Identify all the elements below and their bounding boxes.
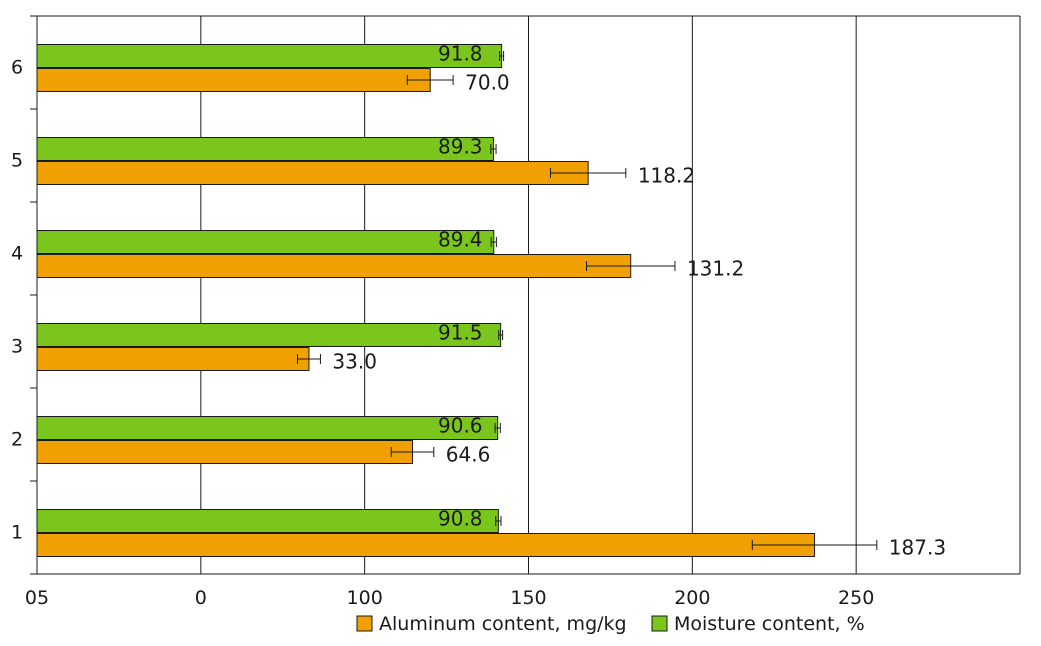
data-label-moisture: 89.3 (438, 135, 483, 159)
bar-aluminum (36, 533, 816, 557)
x-tick-label: 100 (347, 587, 383, 609)
data-label-aluminum: 187.3 (889, 536, 946, 560)
bar-aluminum (36, 68, 431, 92)
data-label-moisture: 90.8 (438, 507, 483, 531)
bar-moisture (36, 323, 502, 347)
bar-moisture (36, 509, 499, 533)
category-label: 5 (11, 150, 23, 172)
category-label: 2 (11, 429, 23, 451)
data-label-moisture: 91.5 (438, 321, 483, 345)
legend-swatch-aluminum (356, 615, 373, 632)
data-label-aluminum: 33.0 (332, 350, 377, 374)
x-tick-label: 150 (510, 587, 546, 609)
data-label-aluminum: 64.6 (446, 443, 491, 467)
category-label: 3 (11, 336, 23, 358)
bar-aluminum (36, 347, 310, 371)
category-label: 4 (11, 243, 23, 265)
category-label: 6 (11, 57, 23, 79)
x-tick-label: 0 (195, 587, 207, 609)
x-tick-label: 05 (25, 587, 49, 609)
bar-moisture (36, 416, 499, 440)
legend-label-moisture: Moisture content, % (674, 613, 865, 635)
legend-swatch-moisture (651, 615, 668, 632)
data-label-moisture: 90.6 (438, 414, 483, 438)
data-label-aluminum: 70.0 (465, 71, 510, 95)
legend-label-aluminum: Aluminum content, mg/kg (379, 613, 627, 635)
data-label-moisture: 91.8 (438, 42, 483, 66)
category-label: 1 (11, 522, 23, 544)
bar-aluminum (36, 440, 414, 464)
x-tick-label: 200 (674, 587, 710, 609)
bar-aluminum (36, 254, 632, 278)
bar-moisture (36, 137, 494, 161)
bar-aluminum (36, 161, 589, 185)
data-label-moisture: 89.4 (438, 228, 483, 252)
bar-moisture (36, 44, 503, 68)
data-label-aluminum: 118.2 (638, 164, 695, 188)
data-label-aluminum: 131.2 (687, 257, 744, 281)
bar-moisture (36, 230, 495, 254)
x-tick-label: 250 (838, 587, 874, 609)
